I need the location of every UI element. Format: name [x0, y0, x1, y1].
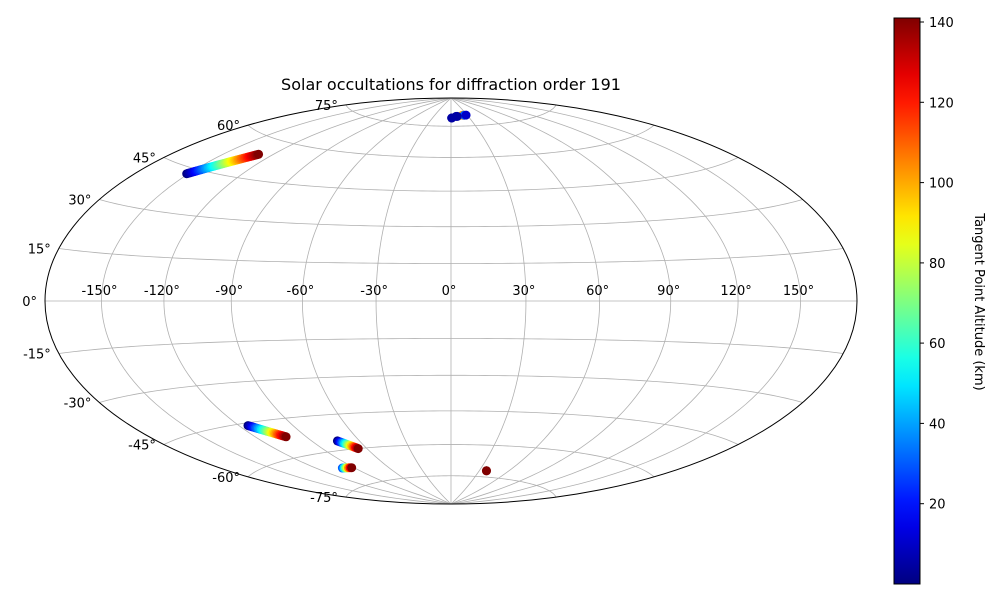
longitude-tick-label: -150° [81, 284, 117, 299]
colorbar-frame [893, 17, 921, 585]
parallel-line [163, 157, 739, 192]
longitude-tick-label: 30° [512, 284, 535, 299]
colorbar-tick-label: 80 [929, 257, 946, 272]
latitude-tick-label: 60° [217, 119, 240, 134]
latitude-tick-label: 45° [133, 152, 156, 167]
colorbar-gradient [894, 18, 920, 584]
occultation-point [281, 432, 291, 442]
latitude-tick-label: 15° [28, 243, 51, 258]
longitude-tick-label: 60° [586, 284, 609, 299]
parallel-line [99, 374, 803, 403]
colorbar-tick-label: 40 [929, 417, 946, 432]
latitude-tick-label: -60° [212, 471, 240, 486]
colorbar-tick-label: 20 [929, 498, 946, 513]
latitude-tick-label: -30° [64, 397, 92, 412]
parallel-line [163, 410, 739, 445]
latitude-tick-label: 30° [68, 194, 91, 209]
latitude-tick-label: 0° [22, 295, 37, 310]
parallel-line [58, 338, 844, 354]
parallel-line [99, 199, 803, 228]
parallel-line [247, 444, 655, 478]
occultation-point [447, 113, 457, 123]
parallel-line [345, 104, 557, 127]
latitude-tick-label: -15° [23, 348, 51, 363]
longitude-tick-labels: -150° -120° -90° -60° -30° 0° 30° 60° 90° 120° 150… [81, 284, 814, 299]
longitude-tick-label: 120° [720, 284, 751, 299]
occultation-point [347, 463, 357, 473]
colorbar-tick-label: 120 [929, 96, 954, 111]
chart-title: Solar occultations for diffraction order… [281, 75, 621, 94]
latitude-tick-label: 75° [315, 99, 338, 114]
latitude-tick-label: -45° [128, 439, 156, 454]
latitude-tick-label: -75° [310, 491, 338, 506]
colorbar-tick-label: 140 [929, 16, 954, 31]
longitude-tick-label: 150° [783, 284, 814, 299]
parallel-line [58, 248, 844, 264]
colorbar-tick-label: 100 [929, 177, 954, 192]
occultation-point [353, 444, 363, 454]
latitude-tick-labels: -75° -60° -45° -30° -15° 0° 15° 30° 45° 60° 75° [22, 99, 338, 506]
occultation-point [461, 110, 471, 120]
occultation-point [481, 466, 491, 476]
longitude-tick-label: 0° [442, 284, 457, 299]
longitude-tick-label: -90° [215, 284, 243, 299]
map-grid [45, 98, 857, 504]
colorbar-label: Tangent Point Altitude (km) [971, 212, 986, 390]
colorbar-ticks: 20 40 60 80 100 120 140 [920, 16, 954, 513]
colorbar-tick-label: 60 [929, 337, 946, 352]
longitude-tick-label: -120° [144, 284, 180, 299]
occultation-point [254, 149, 264, 159]
longitude-tick-label: -30° [360, 284, 388, 299]
parallel-line [345, 475, 557, 498]
longitude-tick-label: -60° [287, 284, 315, 299]
longitude-tick-label: 90° [657, 284, 680, 299]
occultation-points [182, 110, 491, 476]
parallel-line [247, 124, 655, 158]
map-boundary [44, 97, 858, 505]
colorbar: 20 40 60 80 100 120 140 Tangent Point Altitude… [893, 16, 986, 585]
